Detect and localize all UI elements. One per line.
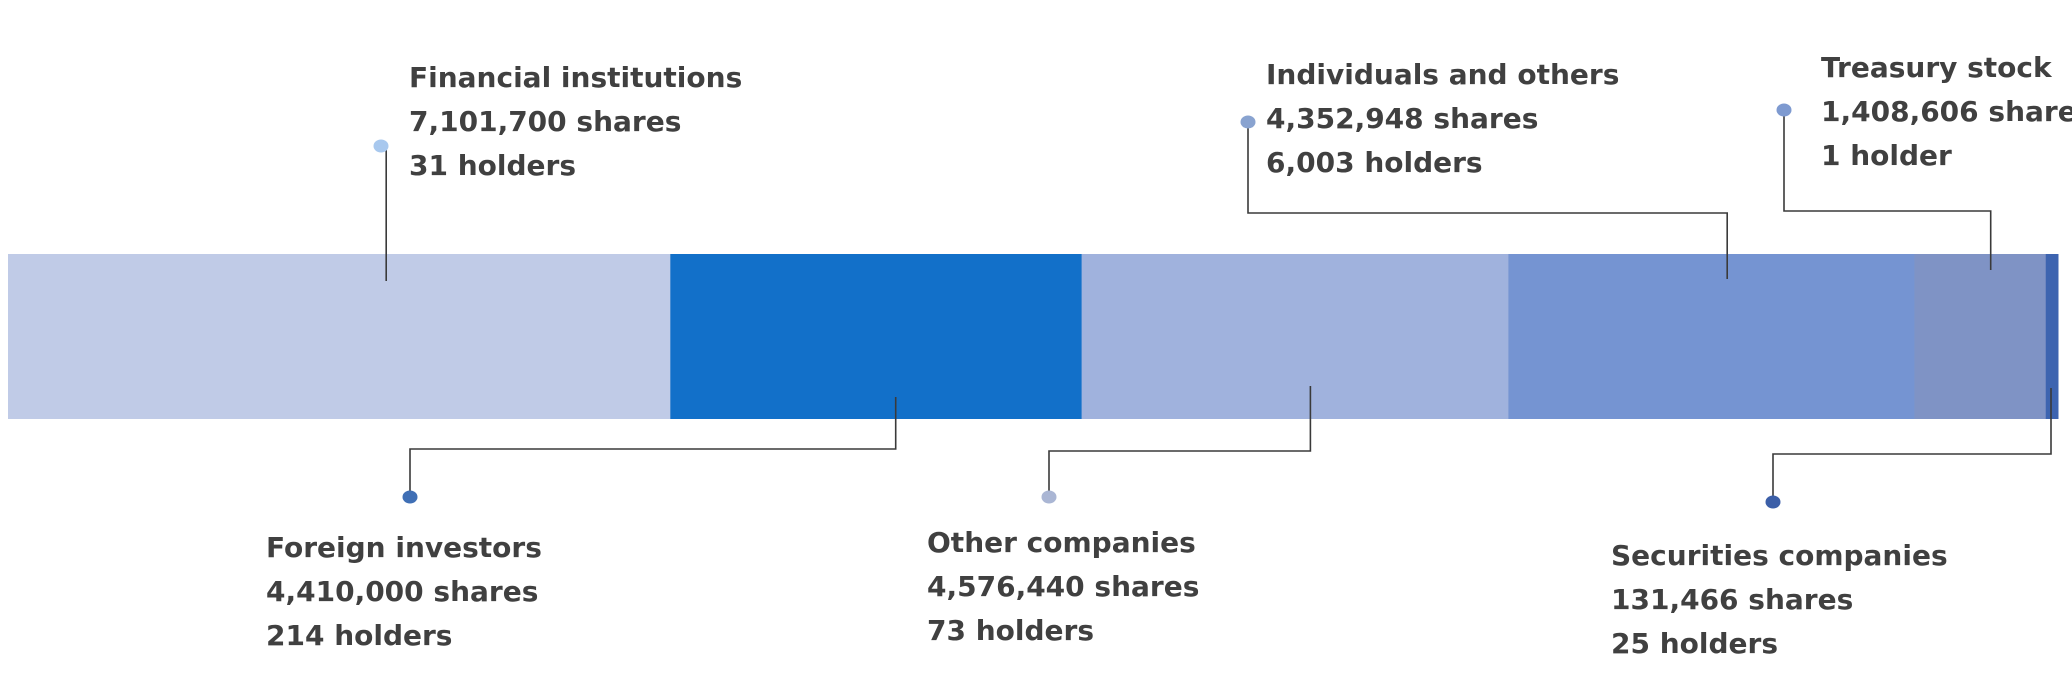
callout-dot-foreign-investors xyxy=(402,490,418,504)
segment-label: Financial institutions xyxy=(409,61,742,94)
segment-shares: 4,410,000 shares xyxy=(266,575,538,608)
segment-shares: 4,576,440 shares xyxy=(927,570,1199,603)
callout-dot-other-companies xyxy=(1041,490,1057,504)
segment-label: Securities companies xyxy=(1611,539,1948,572)
bar-segment-treasury-stock xyxy=(1914,254,2047,419)
segment-holders: 1 holder xyxy=(1821,139,1952,172)
segment-holders: 25 holders xyxy=(1611,627,1778,660)
bar-segment-foreign-investors xyxy=(670,254,1083,419)
segment-label: Foreign investors xyxy=(266,531,542,564)
segment-label: Individuals and others xyxy=(1266,58,1619,91)
bar-segment-financial-institutions xyxy=(8,254,671,419)
segment-holders: 6,003 holders xyxy=(1266,146,1483,179)
segment-holders: 214 holders xyxy=(266,619,452,652)
leader-line-foreign-investors xyxy=(409,397,897,497)
callout-dots xyxy=(373,103,1792,509)
segment-holders: 73 holders xyxy=(927,614,1094,647)
callout-securities-companies: Securities companies 131,466 shares 25 h… xyxy=(1611,539,1948,660)
callout-individuals-and-others: Individuals and others 4,352,948 shares … xyxy=(1266,58,1619,179)
segment-shares: 131,466 shares xyxy=(1611,583,1853,616)
callout-leaders xyxy=(385,110,2052,502)
leader-line-treasury-stock xyxy=(1783,110,1992,270)
callout-dot-treasury-stock xyxy=(1776,103,1792,117)
bar-segment-individuals-and-others xyxy=(1508,254,1915,419)
segment-shares: 4,352,948 shares xyxy=(1266,102,1538,135)
bar-segment-other-companies xyxy=(1081,254,1509,419)
callout-dot-financial-institutions xyxy=(373,139,389,153)
callout-dot-individuals-and-others xyxy=(1240,115,1256,129)
leader-line-securities-companies xyxy=(1772,388,2052,502)
callout-treasury-stock: Treasury stock 1,408,606 shares 1 holder xyxy=(1821,51,2072,172)
callout-financial-institutions: Financial institutions 7,101,700 shares … xyxy=(409,61,742,182)
callout-dot-securities-companies xyxy=(1765,495,1781,509)
leader-line-other-companies xyxy=(1048,386,1312,497)
segment-label: Treasury stock xyxy=(1821,51,2053,84)
segment-shares: 1,408,606 shares xyxy=(1821,95,2072,128)
segment-shares: 7,101,700 shares xyxy=(409,105,681,138)
stacked-bar xyxy=(8,254,2059,419)
bar-segment-securities-companies xyxy=(2045,254,2059,419)
segment-label: Other companies xyxy=(927,526,1196,559)
callout-foreign-investors: Foreign investors 4,410,000 shares 214 h… xyxy=(266,531,542,652)
callout-other-companies: Other companies 4,576,440 shares 73 hold… xyxy=(927,526,1199,647)
leader-line-individuals-and-others xyxy=(1247,122,1728,279)
segment-holders: 31 holders xyxy=(409,149,576,182)
